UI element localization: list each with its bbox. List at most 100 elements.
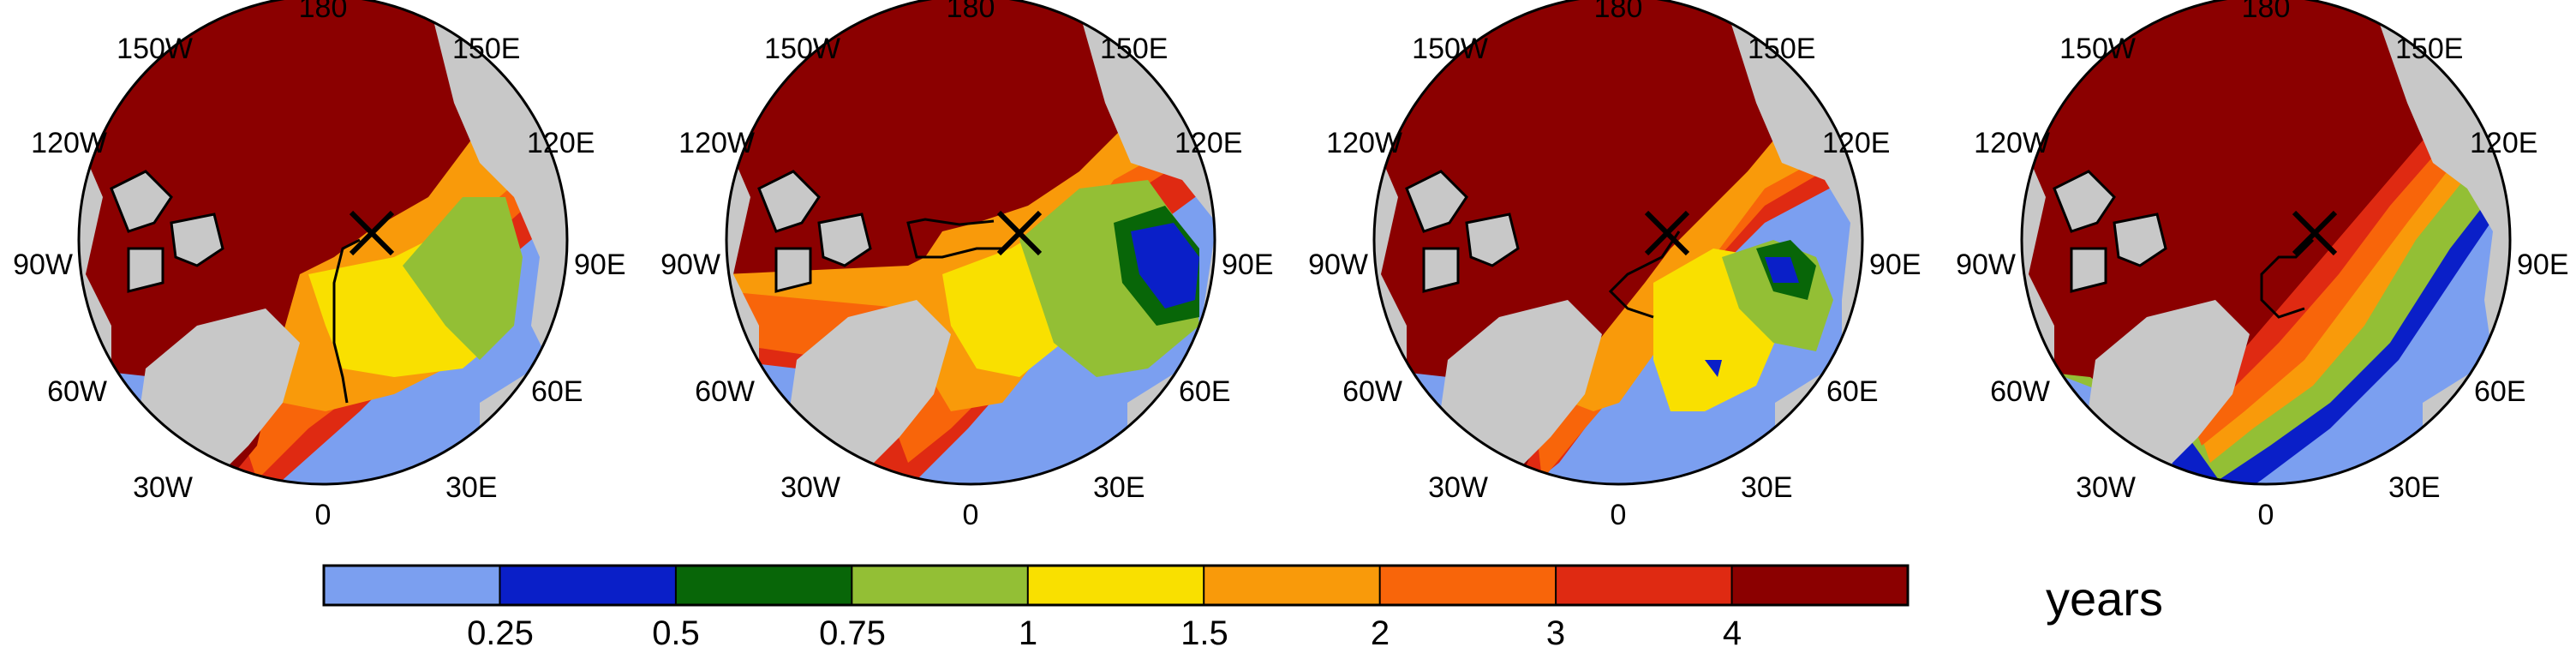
colorbar-swatch (323, 565, 501, 606)
lon-label-120e: 120E (527, 127, 595, 159)
colorbar-swatch (1026, 565, 1205, 606)
map-border (725, 0, 1216, 486)
lon-label-30e: 30E (445, 471, 498, 504)
age-band-0-25 (1705, 257, 1799, 377)
colorbar: 0.25 0.5 0.75 1 1.5 2 3 4 years (322, 564, 2163, 652)
transpolar-track (2260, 238, 2315, 319)
lon-label-120w: 120W (31, 127, 107, 159)
lon-label-90e: 90E (574, 249, 626, 281)
lon-label-30e: 30E (1741, 471, 1793, 504)
transpolar-track (906, 218, 1002, 259)
land-archipelago (1405, 170, 1520, 293)
north-pole-marker (2292, 210, 2338, 256)
lon-label-150w: 150W (1412, 33, 1488, 65)
longitude-labels: 180 150E 120E 90E 60E 30E 0 30W 60W 90W … (13, 0, 625, 531)
lon-label-180: 180 (1594, 0, 1643, 24)
lon-label-30w: 30W (1428, 471, 1488, 504)
colorbar-tick-label: 3 (1546, 614, 1565, 652)
lon-label-30w: 30W (133, 471, 193, 504)
lon-label-30w: 30W (2076, 471, 2136, 504)
colorbar-swatch (851, 565, 1030, 606)
lon-label-150w: 150W (2059, 33, 2136, 65)
lon-label-90w: 90W (13, 249, 73, 281)
north-pole-marker (349, 210, 395, 256)
lon-label-60w: 60W (47, 375, 107, 408)
lon-label-150w: 150W (764, 33, 840, 65)
lon-label-60e: 60E (1826, 375, 1879, 408)
lon-label-120e: 120E (1174, 127, 1242, 159)
lon-label-60w: 60W (1990, 375, 2050, 408)
colorbar-swatch (674, 565, 853, 606)
lon-label-150e: 150E (2395, 33, 2463, 65)
colorbar-tick-label: 2 (1371, 614, 1390, 652)
longitude-labels: 180 150E 120E 90E 60E 30E 0 30W 60W 90W … (1308, 0, 1921, 531)
colorbar-swatch (499, 565, 678, 606)
lon-label-60w: 60W (695, 375, 755, 408)
colorbar-swatch (1203, 565, 1382, 606)
transpolar-track (332, 238, 361, 404)
land-archipelago (757, 170, 872, 293)
land-archipelago (110, 170, 224, 293)
map-4: 180 150E 120E 90E 60E 30E 0 30W 60W 90W … (1956, 0, 2569, 531)
colorbar-tick-label: 0.25 (467, 614, 534, 652)
lon-label-180: 180 (947, 0, 995, 24)
colorbar-swatch (1555, 565, 1734, 606)
lon-label-120w: 120W (1974, 127, 2050, 159)
lon-label-30e: 30E (2388, 471, 2441, 504)
lon-label-0: 0 (315, 499, 332, 531)
land-greenland (1439, 300, 1602, 471)
map-border (1372, 0, 1864, 486)
map-border (2020, 0, 2512, 486)
colorbar-tick-label: 1 (1019, 614, 1037, 652)
longitude-labels: 180 150E 120E 90E 60E 30E 0 30W 60W 90W … (1956, 0, 2568, 531)
lon-label-180: 180 (299, 0, 348, 24)
north-pole-marker (996, 210, 1043, 256)
map-2: 180 150E 120E 90E 60E 30E 0 30W 60W 90W … (660, 0, 1274, 531)
lon-label-60w: 60W (1342, 375, 1402, 408)
land-greenland (788, 300, 951, 471)
lon-label-150e: 150E (1100, 33, 1168, 65)
transpolar-track (1608, 231, 1681, 319)
colorbar-tick-label: 1.5 (1180, 614, 1228, 652)
lon-label-90e: 90E (1869, 249, 1922, 281)
colorbar-swatches (323, 565, 1910, 606)
lon-label-150e: 150E (1748, 33, 1815, 65)
age-band-0-25 (1131, 223, 1199, 309)
lon-label-0: 0 (1611, 499, 1627, 531)
lon-label-150w: 150W (117, 33, 193, 65)
land-greenland (2087, 300, 2250, 471)
lon-label-60e: 60E (531, 375, 583, 408)
lon-label-30w: 30W (780, 471, 840, 504)
colorbar-frame (322, 564, 1910, 607)
lon-label-90e: 90E (1222, 249, 1274, 281)
colorbar-units: years (2046, 572, 2163, 626)
lon-label-30e: 30E (1093, 471, 1145, 504)
map-border (77, 0, 569, 486)
lon-label-90w: 90W (1956, 249, 2016, 281)
lon-label-90w: 90W (1308, 249, 1368, 281)
lon-label-120w: 120W (678, 127, 755, 159)
lon-label-150e: 150E (452, 33, 520, 65)
land-archipelago (2053, 170, 2167, 293)
age-band-0-75 (403, 197, 523, 360)
lon-label-120w: 120W (1326, 127, 1402, 159)
colorbar-swatch (1730, 565, 1910, 606)
lon-label-90w: 90W (660, 249, 720, 281)
lon-label-120e: 120E (2470, 127, 2537, 159)
north-pole-marker (1644, 210, 1690, 256)
colorbar-tick-label: 4 (1723, 614, 1742, 652)
colorbar-tick-label: 0.75 (819, 614, 886, 652)
longitude-labels: 180 150E 120E 90E 60E 30E 0 30W 60W 90W … (660, 0, 1273, 531)
colorbar-ticks: 0.25 0.5 0.75 1 1.5 2 3 4 (467, 614, 1742, 652)
colorbar-swatch (1378, 565, 1557, 606)
lon-label-0: 0 (2258, 499, 2274, 531)
colorbar-tick-label: 0.5 (652, 614, 700, 652)
lon-label-90e: 90E (2517, 249, 2569, 281)
lon-label-60e: 60E (1179, 375, 1231, 408)
map-1: 180 150E 120E 90E 60E 30E 0 30W 60W 90W … (13, 0, 626, 531)
lon-label-60e: 60E (2474, 375, 2526, 408)
map-3: 180 150E 120E 90E 60E 30E 0 30W 60W 90W … (1308, 0, 1922, 531)
lon-label-120e: 120E (1822, 127, 1890, 159)
lon-label-180: 180 (2242, 0, 2291, 24)
